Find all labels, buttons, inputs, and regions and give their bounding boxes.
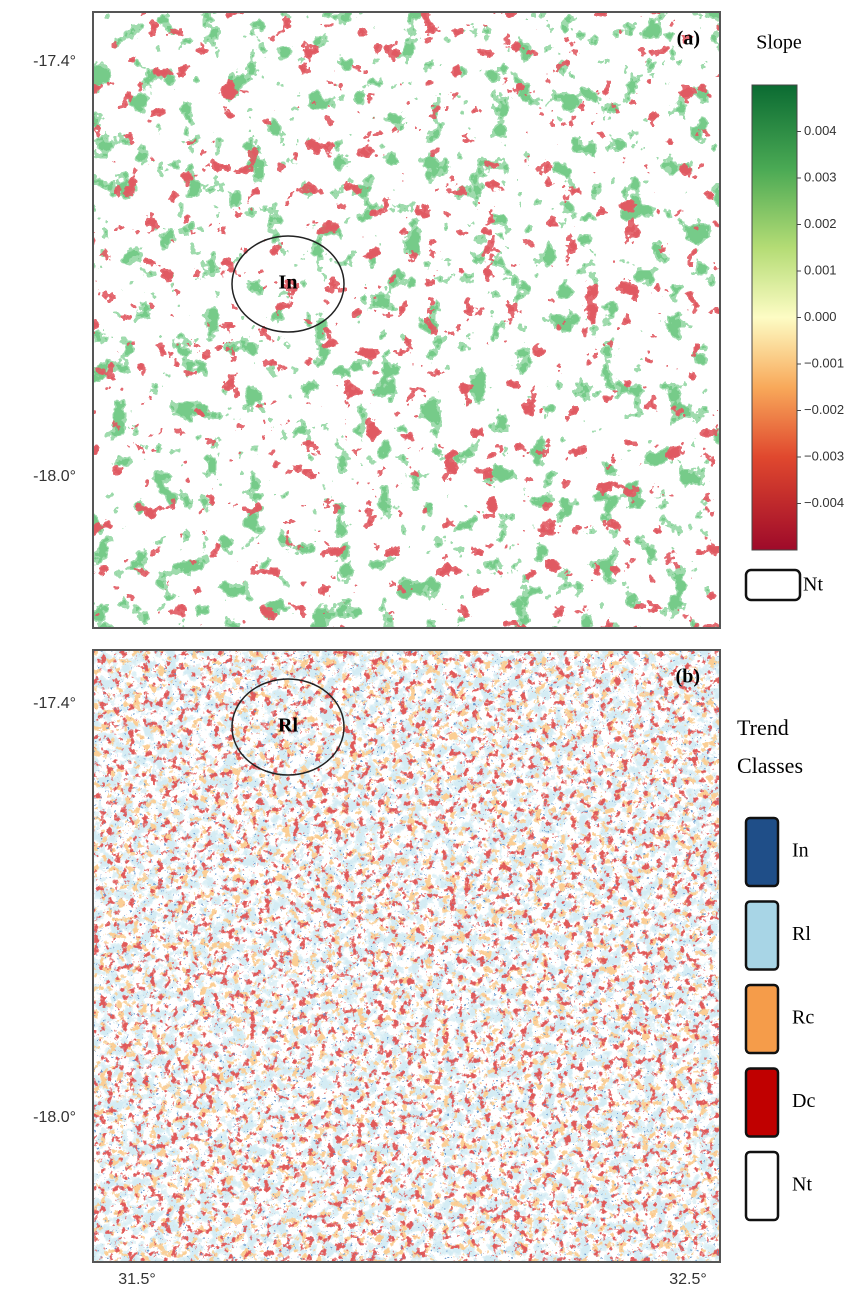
circle-label: In	[279, 272, 298, 294]
class-pixels	[93, 650, 720, 1262]
y-tick-label: -18.0°	[33, 468, 76, 485]
legend-swatch	[744, 816, 780, 888]
y-tick-label: -18.0°	[33, 1109, 76, 1126]
colorbar-tick-label: −0.001	[804, 355, 844, 370]
map-frame	[92, 11, 721, 629]
legend-title: Classes	[737, 753, 803, 778]
y-tick-label: -17.4°	[33, 695, 76, 712]
nt-swatch	[744, 568, 802, 602]
legend-swatch	[744, 983, 780, 1055]
colorbar-tick-label: 0.001	[804, 262, 837, 277]
highlight-circle	[231, 678, 345, 776]
colorbar-tick-label: 0.003	[804, 169, 837, 184]
panel-label: (b)	[676, 666, 700, 688]
legend-label: In	[792, 840, 809, 862]
legend-label: Nt	[792, 1174, 812, 1196]
red-pixels	[93, 12, 720, 628]
legend-title: Trend	[737, 715, 789, 740]
colorbar-tick-label: −0.003	[804, 448, 844, 463]
map-frame	[92, 649, 721, 1263]
legend-swatch	[744, 1067, 780, 1138]
map-b	[93, 650, 720, 1262]
highlight-circle	[231, 235, 345, 333]
legend-swatch	[744, 900, 780, 971]
x-tick-label: 32.5°	[669, 1271, 707, 1288]
legend-swatch	[744, 1150, 780, 1222]
x-tick-label: 31.5°	[118, 1271, 156, 1288]
legend-label: Rl	[792, 923, 811, 945]
nt-label: Nt	[803, 574, 823, 596]
colorbar-tick-label: −0.002	[804, 402, 844, 417]
colorbar-title: Slope	[756, 32, 802, 54]
colorbar-tick-label: −0.004	[804, 495, 844, 510]
map-a	[93, 12, 720, 628]
colorbar-tick-label: 0.004	[804, 123, 837, 138]
colorbar	[751, 84, 798, 551]
colorbar-tick-label: 0.002	[804, 216, 837, 231]
panel-label: (a)	[677, 28, 700, 50]
legend-label: Dc	[792, 1090, 815, 1112]
colorbar-tick-label: 0.000	[804, 309, 837, 324]
y-tick-label: -17.4°	[33, 53, 76, 70]
legend-label: Rc	[792, 1007, 814, 1029]
circle-label: Rl	[278, 715, 298, 737]
